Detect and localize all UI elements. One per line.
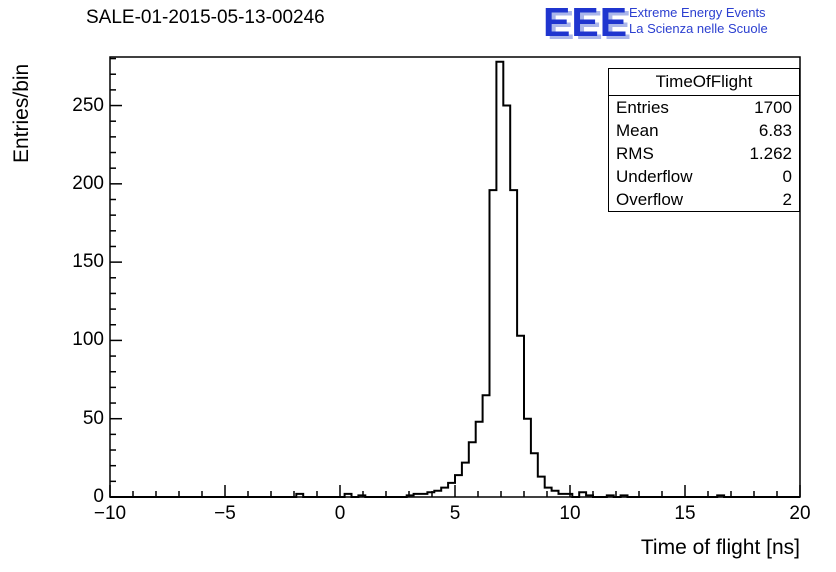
stats-row: Underflow 0 (609, 165, 799, 188)
eee-logo-text: Extreme Energy Events La Scienza nelle S… (629, 5, 768, 37)
x-axis-title: Time of flight [ns] (640, 536, 800, 559)
stats-label: RMS (616, 144, 654, 163)
stats-label: Underflow (616, 167, 693, 186)
stats-box-title: TimeOfFlight (609, 69, 799, 96)
stats-row: Mean 6.83 (609, 119, 799, 142)
eee-logo-line2: La Scienza nelle Scuole (629, 21, 768, 36)
x-tick-label: 5 (449, 503, 461, 524)
stats-value: 0 (782, 167, 792, 186)
y-tick-label: 0 (93, 486, 104, 507)
eee-logo-line1: Extreme Energy Events (629, 5, 766, 20)
stats-row: RMS 1.262 (609, 142, 799, 165)
x-tick-label: 0 (334, 503, 346, 524)
plot-title: SALE-01-2015-05-13-00246 (86, 7, 325, 28)
stats-row: Entries 1700 (609, 96, 799, 119)
stats-row: Overflow 2 (609, 188, 799, 211)
x-tick-label: 15 (674, 503, 696, 524)
x-tick-label: 10 (559, 503, 581, 524)
y-tick-label: 200 (72, 172, 104, 194)
x-tick-label: 20 (789, 503, 811, 524)
stats-box: TimeOfFlight Entries 1700 Mean 6.83 RMS … (608, 68, 800, 212)
y-tick-label: 250 (72, 94, 104, 116)
eee-logo-letters: EEE (543, 0, 629, 45)
stats-value: 6.83 (758, 121, 792, 140)
stats-label: Entries (616, 98, 669, 117)
x-tick-label: −10 (93, 503, 127, 524)
y-tick-label: 150 (72, 251, 104, 273)
stats-label: Overflow (616, 190, 684, 209)
y-axis-title: Entries/bin (10, 63, 33, 163)
y-tick-label: 100 (72, 329, 104, 351)
y-tick-label: 50 (82, 407, 104, 429)
stats-label: Mean (616, 121, 659, 140)
stats-value: 1.262 (749, 144, 792, 163)
x-tick-label: −5 (214, 503, 236, 524)
eee-logo: EEE Extreme Energy Events La Scienza nel… (543, 0, 836, 48)
stats-value: 2 (782, 190, 792, 209)
histogram-line (110, 60, 800, 498)
stats-value: 1700 (754, 98, 792, 117)
